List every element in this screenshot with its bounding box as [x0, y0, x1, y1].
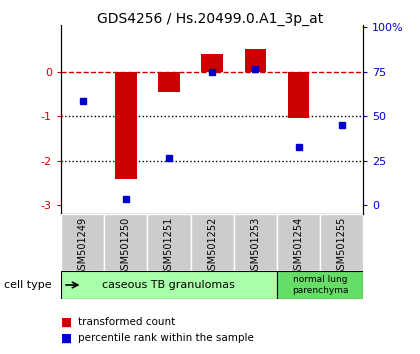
Text: GSM501250: GSM501250 [121, 217, 131, 276]
Bar [61, 271, 277, 299]
Text: GDS4256 / Hs.20499.0.A1_3p_at: GDS4256 / Hs.20499.0.A1_3p_at [97, 12, 323, 27]
Bar [201, 54, 223, 72]
Text: GSM501252: GSM501252 [207, 217, 217, 276]
Text: transformed count: transformed count [78, 317, 175, 327]
Bar [147, 214, 191, 271]
Text: caseous TB granulomas: caseous TB granulomas [102, 280, 235, 290]
Bar [104, 214, 147, 271]
Bar [277, 271, 363, 299]
Bar [244, 49, 266, 72]
Bar [277, 214, 320, 271]
Bar [158, 72, 180, 92]
Text: GSM501249: GSM501249 [78, 217, 87, 276]
Text: GSM501253: GSM501253 [250, 217, 260, 276]
Text: GSM501251: GSM501251 [164, 217, 174, 276]
Text: cell type: cell type [4, 280, 52, 290]
Bar [234, 214, 277, 271]
Text: normal lung
parenchyma: normal lung parenchyma [292, 275, 348, 295]
Text: ■: ■ [61, 332, 72, 344]
Bar [61, 214, 104, 271]
Bar [320, 214, 363, 271]
Bar [115, 72, 136, 178]
Text: GSM501255: GSM501255 [337, 217, 346, 276]
Text: GSM501254: GSM501254 [294, 217, 304, 276]
Text: percentile rank within the sample: percentile rank within the sample [78, 333, 254, 343]
Bar [288, 72, 309, 118]
Text: ■: ■ [61, 316, 72, 329]
Bar [191, 214, 234, 271]
